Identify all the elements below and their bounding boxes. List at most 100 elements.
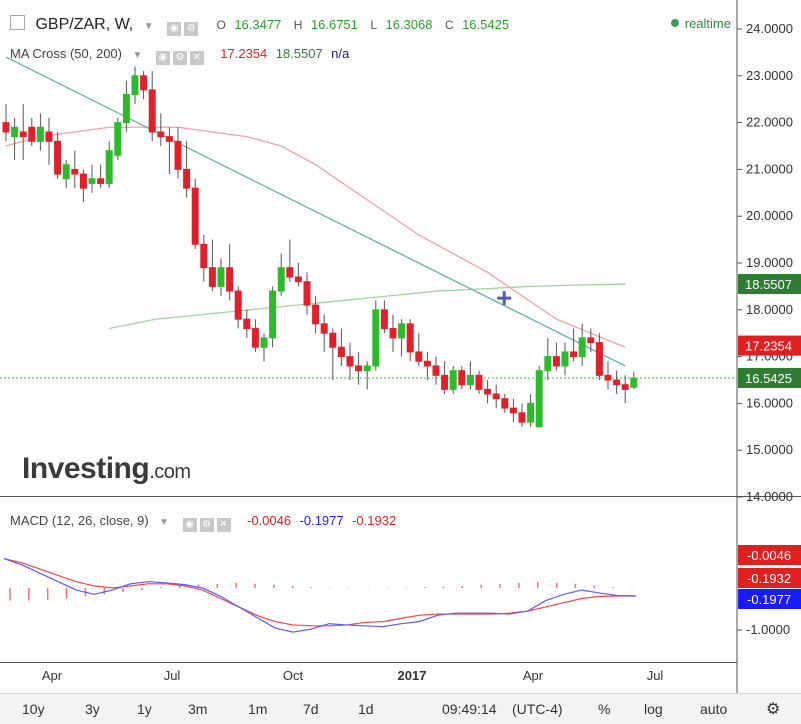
timezone-button[interactable]: (UTC-4) [512,701,563,717]
candle-up [131,75,139,96]
candle-up [260,337,268,348]
gear-icon[interactable]: ⚙ [199,518,214,532]
candle-up [578,337,586,358]
time-axis-label: Jul [164,668,181,683]
open-value: 16.3477 [234,17,282,32]
candle-up [398,323,406,339]
candle-up [269,290,277,339]
candle-up [630,377,638,388]
candle-down [346,356,354,367]
range-7d-button[interactable]: 7d [303,701,319,717]
candle-down [79,173,87,189]
candle-down [312,304,320,325]
price-tick-label: 20.0000 [746,208,793,223]
candle-down [2,122,10,133]
auto-toggle[interactable]: auto [700,701,728,717]
candle-down [157,131,165,138]
eye-icon[interactable]: ◉ [167,22,182,36]
chevron-down-icon[interactable]: ▼ [143,21,154,32]
range-10y-button[interactable]: 10y [22,701,45,717]
macd-legend: MACD (12, 26, close, 9) ▼ ◉ ⚙ ✕ -0.0046 -0… [10,512,396,532]
candle-up [527,402,535,423]
candle-down [501,398,509,409]
close-icon[interactable]: ✕ [189,51,204,65]
candle-up [88,178,96,184]
candle-down [183,168,191,189]
ma-cross-value: n/a [331,46,350,61]
settings-gear-icon[interactable]: ⚙ [766,701,781,718]
candle-down [54,140,62,175]
macd-line-value: -0.1977 [299,513,344,528]
range-3y-button[interactable]: 3y [85,701,100,717]
candle-down [570,351,578,358]
candle-down [140,75,148,91]
candle-up [62,164,70,180]
candle-down [441,374,449,390]
range-1m-button[interactable]: 1m [248,701,268,717]
eye-icon[interactable]: ◉ [155,51,170,65]
candle-down [320,323,328,334]
candle-down [337,346,345,358]
close-value: 16.5425 [462,17,510,32]
high-value: 16.6751 [310,17,358,32]
macd-line [3,558,637,633]
range-3m-button[interactable]: 3m [188,701,208,717]
candle-down [174,140,182,170]
time-axis-label: 2017 [398,668,427,683]
open-label: O [216,18,226,32]
macd-tick-label: -1.0000 [746,622,790,637]
candle-up [217,267,225,287]
ma200-value: 18.5507 [275,46,323,61]
time-axis-label: Apr [523,668,544,683]
eye-icon[interactable]: ◉ [182,518,197,532]
candle-up [561,351,569,367]
macd-badge-label: -0.0046 [747,548,791,563]
candle-down [251,328,259,348]
candle-down [389,328,397,339]
chevron-down-icon[interactable]: ▼ [159,517,170,528]
ma-label: MA Cross (50, 200) [10,46,122,61]
candle-down [406,323,414,353]
candle-down [200,243,208,269]
candle-down [355,365,363,372]
price-badge-label: 17.2354 [745,339,792,354]
macd-badge [738,568,801,588]
bottom-toolbar: 10y 3y 1y 3m 1m 7d 1d 09:49:14 (UTC-4) %… [0,693,801,724]
candle-down [509,407,517,414]
macd-signal-line [3,558,636,627]
candle-down [492,393,500,400]
high-label: H [293,18,303,32]
price-tick-label: 19.0000 [746,255,793,270]
candle-down [329,332,337,348]
realtime-dot-icon [670,19,679,27]
investing-logo: Investing.com [22,452,191,486]
gear-icon[interactable]: ⚙ [184,22,199,36]
price-tick-label: 16.0000 [746,395,793,410]
time-axis-label: Apr [42,668,63,683]
candle-up [544,356,552,372]
candle-down [165,136,173,142]
price-tick-label: 21.0000 [746,161,793,176]
gear-icon[interactable]: ⚙ [172,51,187,65]
range-1y-button[interactable]: 1y [137,701,152,717]
macd-label: MACD (12, 26, close, 9) [10,513,149,528]
candle-down [432,365,440,376]
close-icon[interactable]: ✕ [216,518,231,532]
candle-down [286,267,294,278]
chevron-down-icon[interactable]: ▼ [132,50,143,61]
collapse-icon[interactable] [10,15,25,30]
candle-down [595,342,603,376]
price-tick-label: 14.0000 [746,489,793,504]
candle-down [208,267,216,287]
candle-down [19,131,27,138]
percent-toggle[interactable]: % [598,701,611,717]
price-badge [738,274,801,295]
realtime-indicator: realtime [670,16,731,31]
low-value: 16.3068 [385,17,433,32]
candle-down [71,168,79,175]
candle-down [191,187,199,245]
range-1d-button[interactable]: 1d [358,701,374,717]
log-toggle[interactable]: log [644,701,663,717]
macd-badge [738,589,801,609]
